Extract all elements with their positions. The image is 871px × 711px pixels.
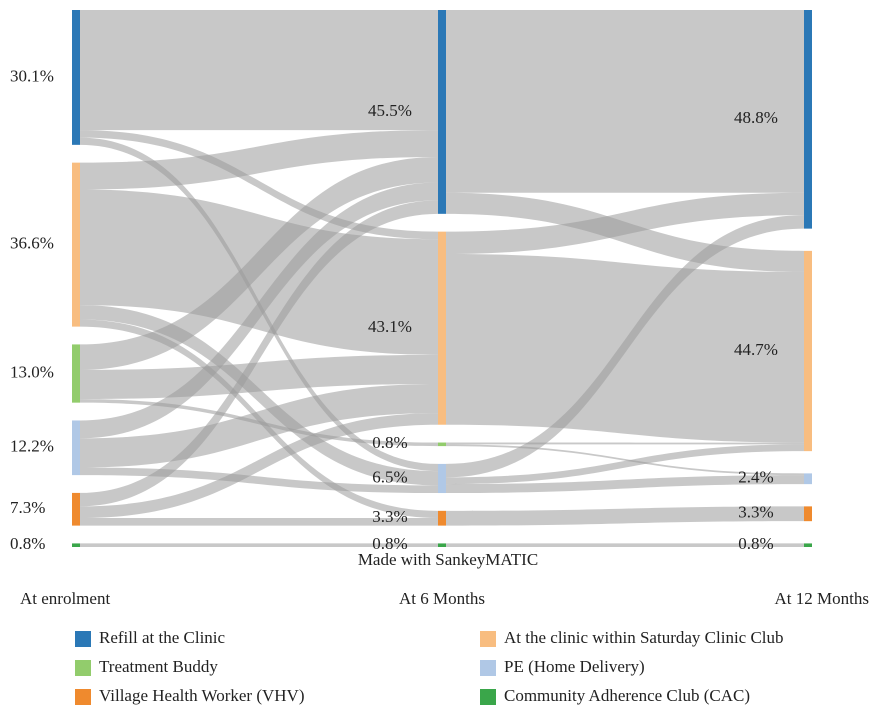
- flow: [446, 484, 804, 511]
- node-label: 30.1%: [10, 66, 54, 85]
- node-label: 0.8%: [372, 534, 407, 553]
- node-label: 43.1%: [368, 317, 412, 336]
- node: [804, 473, 812, 485]
- node: [438, 231, 446, 425]
- legend-swatch: [75, 660, 91, 676]
- flow: [80, 543, 438, 547]
- node: [72, 10, 80, 145]
- flow: [446, 228, 804, 511]
- node-label: 3.3%: [738, 503, 773, 522]
- flow: [446, 10, 804, 193]
- node: [72, 420, 80, 476]
- node: [72, 492, 80, 526]
- flow: [80, 354, 438, 400]
- flow: [446, 442, 804, 445]
- legend-swatch: [75, 631, 91, 647]
- node-label: 0.8%: [372, 433, 407, 452]
- flow: [446, 506, 804, 526]
- stage-label: At enrolment: [20, 589, 110, 608]
- legend-label: Refill at the Clinic: [99, 628, 226, 647]
- legend-swatch: [480, 660, 496, 676]
- flow: [446, 444, 804, 476]
- legend-swatch: [480, 631, 496, 647]
- node-label: 0.8%: [10, 534, 45, 553]
- flow: [80, 182, 438, 439]
- credit: Made with SankeyMATIC: [358, 550, 538, 569]
- flow: [446, 444, 804, 485]
- node: [72, 162, 80, 327]
- links: [80, 10, 804, 547]
- node: [804, 543, 812, 547]
- node-label: 0.8%: [738, 534, 773, 553]
- legend-label: Village Health Worker (VHV): [99, 686, 304, 705]
- flow: [80, 413, 438, 518]
- flow: [446, 215, 804, 478]
- flow: [80, 518, 438, 526]
- node: [438, 10, 446, 214]
- legend-label: PE (Home Delivery): [504, 657, 645, 676]
- node: [438, 463, 446, 494]
- node: [438, 510, 446, 526]
- node: [804, 10, 812, 229]
- node-label: 2.4%: [738, 468, 773, 487]
- node: [804, 506, 812, 522]
- flow: [80, 156, 438, 370]
- node: [438, 543, 446, 547]
- legend-label: Treatment Buddy: [99, 657, 218, 676]
- node: [438, 442, 446, 447]
- legend-label: At the clinic within Saturday Clinic Clu…: [504, 628, 784, 647]
- node-label: 6.5%: [372, 467, 407, 486]
- node: [804, 250, 812, 452]
- stage-label: At 6 Months: [399, 589, 485, 608]
- flow: [446, 543, 804, 547]
- legend-swatch: [75, 689, 91, 705]
- flow: [446, 475, 804, 494]
- flow: [80, 305, 438, 486]
- node-label: 3.3%: [372, 507, 407, 526]
- flow: [80, 144, 438, 544]
- node-label: 44.7%: [734, 340, 778, 359]
- node-label: 7.3%: [10, 498, 45, 517]
- stage-label: At 12 Months: [775, 589, 869, 608]
- node-label: 36.6%: [10, 234, 54, 253]
- flow: [80, 200, 438, 507]
- node-label: 45.5%: [368, 101, 412, 120]
- legend-label: Community Adherence Club (CAC): [504, 686, 750, 705]
- legend-swatch: [480, 689, 496, 705]
- node-label: 48.8%: [734, 108, 778, 127]
- flow: [80, 10, 438, 131]
- flow: [446, 192, 804, 255]
- flow: [80, 130, 438, 190]
- flow: [80, 130, 438, 240]
- node: [72, 344, 80, 403]
- flow: [80, 383, 438, 468]
- flow: [446, 493, 804, 507]
- node: [72, 543, 80, 547]
- node-label: 13.0%: [10, 362, 54, 381]
- nodes: [72, 10, 812, 547]
- node-label: 12.2%: [10, 437, 54, 456]
